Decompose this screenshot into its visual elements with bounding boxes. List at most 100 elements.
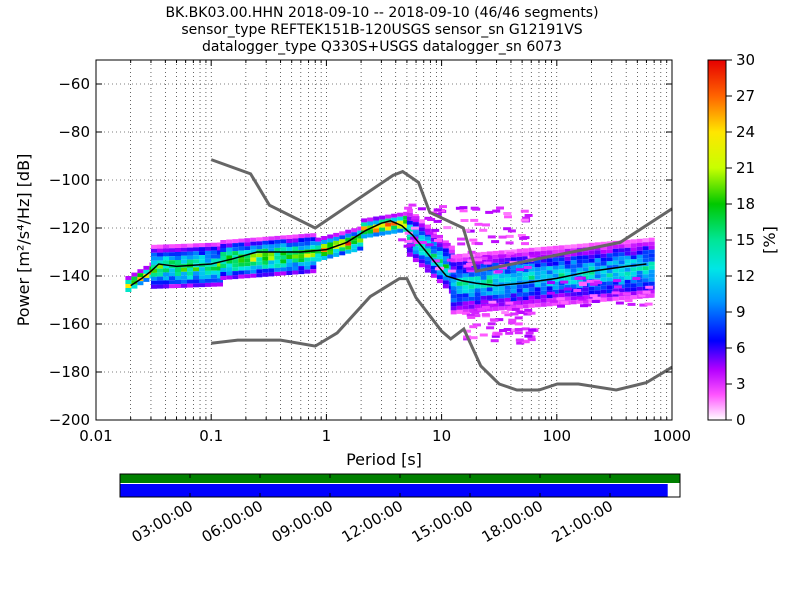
density-cell xyxy=(546,291,555,295)
density-cell xyxy=(304,265,311,270)
density-cell xyxy=(143,265,150,270)
density-cell xyxy=(612,268,619,273)
density-cell xyxy=(151,268,157,273)
density-cell xyxy=(321,240,328,244)
density-cell xyxy=(187,251,193,256)
plot-background xyxy=(96,60,672,420)
density-cell xyxy=(456,261,463,266)
density-cell xyxy=(436,255,443,260)
density-cell xyxy=(636,242,643,247)
density-cell xyxy=(480,251,487,256)
density-cell xyxy=(534,247,541,252)
density-cell xyxy=(510,249,517,254)
density-cell xyxy=(298,258,305,263)
density-cell xyxy=(648,273,655,278)
density-cell xyxy=(636,246,643,251)
density-cell xyxy=(486,291,493,296)
density-cell xyxy=(373,216,380,221)
density-cell xyxy=(468,296,475,301)
density-cell xyxy=(570,284,577,289)
density-cell xyxy=(187,271,193,276)
density-cell xyxy=(552,265,559,270)
density-cell xyxy=(648,241,655,246)
density-cell xyxy=(612,272,619,277)
density-cell xyxy=(456,285,463,290)
density-cell xyxy=(483,261,492,265)
density-cell xyxy=(521,242,529,246)
density-cell xyxy=(250,261,257,266)
density-cell xyxy=(612,264,619,269)
density-cell xyxy=(606,253,613,258)
density-cell xyxy=(589,282,598,286)
density-cell xyxy=(175,252,181,256)
density-cell xyxy=(462,301,469,306)
density-cell xyxy=(351,240,358,245)
density-cell xyxy=(648,277,655,282)
density-cell xyxy=(642,258,649,263)
density-cell xyxy=(367,229,374,234)
density-cell xyxy=(606,277,613,282)
density-cell xyxy=(642,274,649,279)
density-cell xyxy=(479,256,488,260)
density-cell xyxy=(612,292,619,297)
density-cell xyxy=(367,217,374,222)
density-cell xyxy=(226,243,233,248)
density-cell xyxy=(443,226,452,230)
density-cell xyxy=(534,275,541,280)
density-cell xyxy=(466,263,475,266)
density-cell xyxy=(143,269,150,274)
colorbar-tick-label: 12 xyxy=(736,267,755,285)
density-cell xyxy=(576,267,583,272)
density-cell xyxy=(570,296,577,301)
density-cell xyxy=(462,281,469,286)
density-cell xyxy=(442,260,449,265)
density-cell xyxy=(310,233,317,238)
density-cell xyxy=(642,250,649,255)
density-cell xyxy=(520,218,529,222)
density-cell xyxy=(504,273,511,278)
density-cell xyxy=(504,297,511,302)
density-cell xyxy=(552,249,559,254)
density-cell xyxy=(624,283,631,288)
density-cell xyxy=(477,307,486,311)
density-cell xyxy=(406,216,413,221)
density-cell xyxy=(169,260,175,265)
density-cell xyxy=(504,215,512,219)
density-cell xyxy=(600,241,607,246)
density-cell xyxy=(304,237,311,242)
density-cell xyxy=(434,267,443,271)
density-cell xyxy=(636,238,643,243)
density-cell xyxy=(606,261,613,266)
density-cell xyxy=(391,217,398,222)
density-cell xyxy=(220,264,227,268)
density-cell xyxy=(534,271,541,276)
density-cell xyxy=(175,248,181,252)
density-cell xyxy=(552,261,559,266)
density-cell xyxy=(594,294,601,299)
density-cell xyxy=(268,244,275,249)
density-cell xyxy=(450,274,457,279)
density-cell xyxy=(424,256,431,261)
density-cell xyxy=(298,266,305,271)
density-cell xyxy=(268,264,275,269)
density-cell xyxy=(552,281,559,286)
density-cell xyxy=(274,239,281,244)
density-cell xyxy=(576,299,583,304)
density-cell xyxy=(558,293,565,298)
density-cell xyxy=(546,282,553,287)
density-cell xyxy=(205,274,211,279)
density-cell xyxy=(534,267,541,272)
density-cell xyxy=(361,222,368,227)
density-cell xyxy=(205,242,211,247)
density-cell xyxy=(268,268,275,273)
density-cell xyxy=(220,256,227,260)
density-cell xyxy=(232,275,239,280)
density-cell xyxy=(250,237,257,242)
density-cell xyxy=(632,277,641,280)
density-cell xyxy=(492,274,499,279)
density-cell xyxy=(220,276,227,280)
density-cell xyxy=(564,252,571,257)
density-cell xyxy=(351,232,358,237)
density-cell xyxy=(582,251,589,256)
density-cell xyxy=(418,227,425,232)
